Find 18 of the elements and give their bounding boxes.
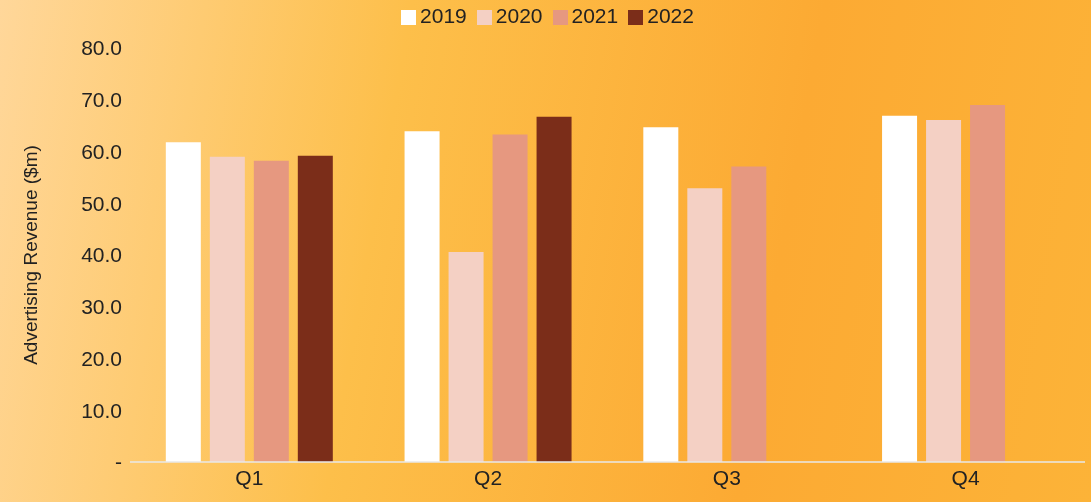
y-tick-label: 40.0 (81, 243, 122, 267)
x-tick-label: Q2 (474, 465, 503, 489)
y-tick-label: - (115, 450, 122, 474)
x-tick-label: Q1 (235, 465, 264, 489)
y-tick-label: 50.0 (81, 191, 122, 215)
y-tick-label: 10.0 (81, 398, 122, 422)
y-axis-title: Advertising Revenue ($m) (19, 145, 41, 365)
y-tick-label: 80.0 (81, 36, 122, 60)
x-tick-label: Q3 (712, 465, 741, 489)
legend-label: 2019 (420, 4, 467, 27)
legend-label: 2022 (647, 4, 694, 27)
legend-label: 2020 (495, 4, 543, 27)
y-tick-label: 30.0 (81, 295, 122, 319)
y-tick-label: 60.0 (81, 139, 122, 163)
y-tick-label: 70.0 (81, 88, 122, 112)
legend-label: 2021 (571, 4, 619, 27)
y-tick-label: 20.0 (81, 346, 122, 370)
x-tick-label: Q4 (951, 465, 980, 489)
